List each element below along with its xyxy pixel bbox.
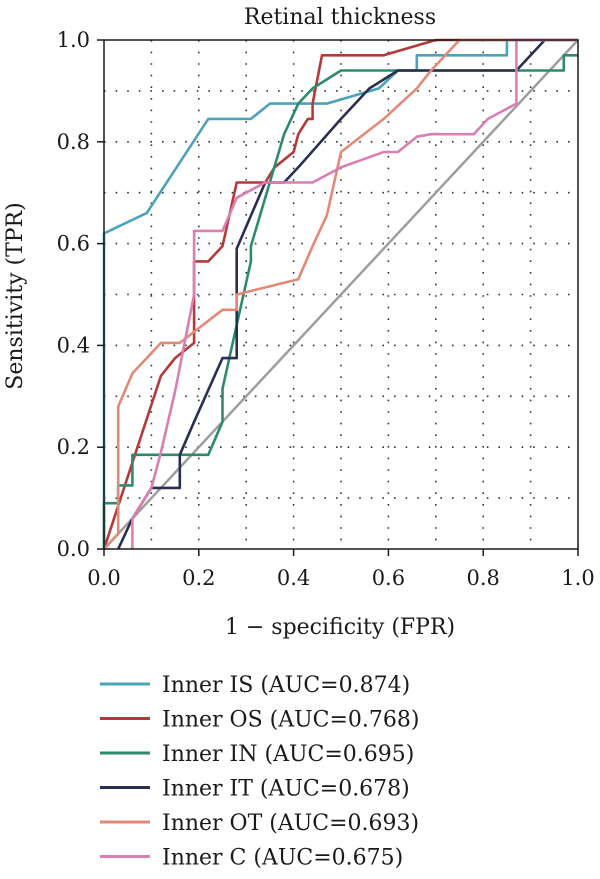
legend-label-3: Inner IN (AUC=0.695) — [162, 742, 414, 767]
reference-diagonal-line — [103, 39, 579, 550]
x-tick-label: 1.0 — [561, 566, 594, 590]
series-line-5 — [103, 38, 578, 550]
series-line-3 — [102, 53, 578, 549]
series-line-1 — [102, 38, 578, 549]
legend-label-4: Inner IT (AUC=0.678) — [162, 777, 410, 802]
reference-line-layer — [103, 39, 579, 550]
x-tick-label: 0.8 — [466, 566, 499, 590]
y-axis-title: Sensitivity (TPR) — [3, 202, 28, 389]
y-tick-label: 0.6 — [57, 232, 90, 256]
y-tick-label: 1.0 — [57, 28, 90, 52]
series-line-4 — [117, 38, 578, 550]
legend-label-6: Inner C (AUC=0.675) — [162, 846, 403, 871]
y-tick-label: 0.0 — [57, 537, 90, 561]
chart-title: Retinal thickness — [244, 5, 436, 30]
y-tick-label: 0.8 — [57, 130, 90, 154]
x-tick-label: 0.2 — [182, 566, 215, 590]
x-axis-title: 1 − specificity (FPR) — [225, 615, 455, 640]
x-tick-label: 0.4 — [277, 566, 310, 590]
grid — [104, 40, 578, 549]
legend-label-5: Inner OT (AUC=0.693) — [162, 811, 419, 836]
legend-label-1: Inner IS (AUC=0.874) — [162, 673, 410, 698]
series-line-6 — [131, 38, 578, 549]
y-axis-ticks: 0.0 0.2 0.4 0.6 0.8 1.0 — [57, 28, 104, 561]
x-tick-label: 0.6 — [372, 566, 405, 590]
x-axis-ticks: 0.0 0.2 0.4 0.6 0.8 1.0 — [87, 549, 595, 590]
series-line-2 — [102, 38, 578, 550]
y-tick-label: 0.2 — [57, 435, 90, 459]
series-layer — [102, 38, 578, 550]
legend: Inner IS (AUC=0.874) Inner OS (AUC=0.768)… — [100, 673, 420, 871]
y-tick-label: 0.4 — [57, 333, 90, 357]
x-tick-label: 0.0 — [87, 566, 120, 590]
plot-frame — [103, 39, 579, 550]
legend-label-2: Inner OS (AUC=0.768) — [162, 708, 420, 733]
